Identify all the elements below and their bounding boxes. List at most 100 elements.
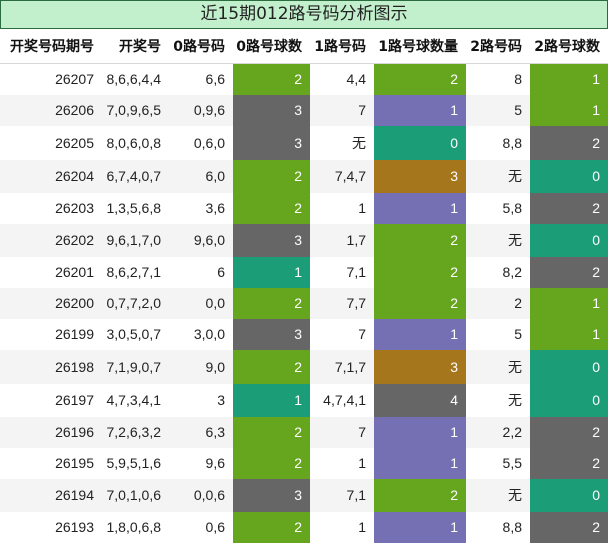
cell-road0-count: 2: [233, 511, 310, 543]
cell-numbers: 8,6,6,4,4: [102, 63, 169, 95]
cell-road0-count: 2: [233, 159, 310, 193]
cell-road2-numbers: 8,8: [466, 125, 530, 160]
cell-road0-count: 1: [233, 256, 310, 288]
table-row: 26207 8,6,6,4,4 6,6 2 4,4 2 8 1: [0, 63, 608, 95]
cell-road1-numbers: 7,1: [310, 478, 374, 512]
cell-road0-numbers: 0,9,6: [169, 94, 233, 126]
cell-road0-numbers: 9,0: [169, 349, 233, 384]
cell-road1-count: 1: [374, 416, 466, 448]
cell-road1-count: 0: [374, 125, 466, 160]
cell-road0-numbers: 0,0,6: [169, 478, 233, 512]
cell-road0-count: 2: [233, 287, 310, 319]
table-row: 26202 9,6,1,7,0 9,6,0 3 1,7 2 无 0: [0, 223, 608, 257]
table-row: 26195 5,9,5,1,6 9,6 2 1 1 5,5 2: [0, 447, 608, 479]
cell-road2-numbers: 无: [466, 159, 530, 193]
table-row: 26194 7,0,1,0,6 0,0,6 3 7,1 2 无 0: [0, 478, 608, 512]
cell-period: 26198: [0, 349, 102, 384]
cell-period: 26200: [0, 287, 102, 319]
cell-numbers: 3,0,5,0,7: [102, 318, 169, 350]
cell-road1-count: 2: [374, 287, 466, 319]
cell-road0-numbers: 6,6: [169, 63, 233, 95]
cell-road2-numbers: 5,8: [466, 192, 530, 224]
table-row: 26206 7,0,9,6,5 0,9,6 3 7 1 5 1: [0, 94, 608, 126]
cell-road0-numbers: 3,6: [169, 192, 233, 224]
cell-period: 26204: [0, 159, 102, 193]
cell-road2-count: 0: [530, 159, 608, 193]
cell-road0-numbers: 3: [169, 383, 233, 417]
cell-road0-count: 3: [233, 478, 310, 512]
cell-road1-numbers: 7: [310, 416, 374, 448]
cell-numbers: 7,0,1,0,6: [102, 478, 169, 512]
cell-period: 26194: [0, 478, 102, 512]
table-row: 26205 8,0,6,0,8 0,6,0 3 无 0 8,8 2: [0, 125, 608, 160]
table-row: 26196 7,2,6,3,2 6,3 2 7 1 2,2 2: [0, 416, 608, 448]
cell-road0-count: 3: [233, 318, 310, 350]
analysis-table: 开奖号码期号 开奖号 0路号码 0路号球数 1路号码 1路号球数量 2路号码 2…: [0, 29, 608, 543]
cell-road2-count: 0: [530, 383, 608, 417]
cell-road0-numbers: 9,6: [169, 447, 233, 479]
cell-road2-count: 0: [530, 223, 608, 257]
cell-road0-numbers: 6,0: [169, 159, 233, 193]
cell-period: 26197: [0, 383, 102, 417]
cell-road2-count: 1: [530, 318, 608, 350]
cell-road1-count: 1: [374, 94, 466, 126]
table-row: 26199 3,0,5,0,7 3,0,0 3 7 1 5 1: [0, 318, 608, 350]
cell-road0-numbers: 6: [169, 256, 233, 288]
cell-road1-numbers: 7,4,7: [310, 159, 374, 193]
cell-road0-numbers: 0,6,0: [169, 125, 233, 160]
table-row: 26204 6,7,4,0,7 6,0 2 7,4,7 3 无 0: [0, 159, 608, 193]
cell-road0-count: 3: [233, 94, 310, 126]
cell-road1-numbers: 7,1,7: [310, 349, 374, 384]
cell-road2-numbers: 2,2: [466, 416, 530, 448]
cell-road0-count: 1: [233, 383, 310, 417]
cell-road2-count: 1: [530, 94, 608, 126]
cell-period: 26202: [0, 223, 102, 257]
cell-road1-numbers: 7,7: [310, 287, 374, 319]
table-row: 26200 0,7,7,2,0 0,0 2 7,7 2 2 1: [0, 287, 608, 319]
cell-road2-count: 1: [530, 63, 608, 95]
table-row: 26193 1,8,0,6,8 0,6 2 1 1 8,8 2: [0, 511, 608, 543]
cell-road0-numbers: 3,0,0: [169, 318, 233, 350]
cell-road0-count: 3: [233, 223, 310, 257]
cell-road2-numbers: 2: [466, 287, 530, 319]
cell-road2-count: 2: [530, 447, 608, 479]
cell-period: 26206: [0, 94, 102, 126]
cell-road2-count: 2: [530, 125, 608, 160]
cell-numbers: 8,0,6,0,8: [102, 125, 169, 160]
cell-numbers: 9,6,1,7,0: [102, 223, 169, 257]
cell-numbers: 8,6,2,7,1: [102, 256, 169, 288]
cell-road2-numbers: 8,8: [466, 511, 530, 543]
cell-road0-numbers: 0,0: [169, 287, 233, 319]
cell-period: 26193: [0, 511, 102, 543]
cell-numbers: 4,7,3,4,1: [102, 383, 169, 417]
cell-road2-count: 0: [530, 349, 608, 384]
cell-road2-count: 0: [530, 478, 608, 512]
cell-road1-count: 2: [374, 256, 466, 288]
cell-period: 26195: [0, 447, 102, 479]
cell-period: 26205: [0, 125, 102, 160]
cell-road1-numbers: 无: [310, 125, 374, 160]
cell-road0-count: 2: [233, 192, 310, 224]
cell-road1-count: 2: [374, 478, 466, 512]
cell-road2-numbers: 8,2: [466, 256, 530, 288]
cell-road1-numbers: 7: [310, 94, 374, 126]
cell-road2-numbers: 无: [466, 478, 530, 512]
cell-road0-count: 2: [233, 416, 310, 448]
cell-road1-numbers: 1: [310, 447, 374, 479]
cell-road2-numbers: 5: [466, 318, 530, 350]
header-period: 开奖号码期号: [0, 29, 102, 64]
cell-road2-numbers: 无: [466, 383, 530, 417]
table-row: 26201 8,6,2,7,1 6 1 7,1 2 8,2 2: [0, 256, 608, 288]
cell-road1-numbers: 1,7: [310, 223, 374, 257]
cell-road0-numbers: 9,6,0: [169, 223, 233, 257]
cell-numbers: 0,7,7,2,0: [102, 287, 169, 319]
cell-numbers: 1,8,0,6,8: [102, 511, 169, 543]
table-body: 26207 8,6,6,4,4 6,6 2 4,4 2 8 1 26206 7,0,9,6,5 0,…: [0, 63, 608, 543]
cell-road2-count: 2: [530, 256, 608, 288]
cell-road0-count: 2: [233, 63, 310, 95]
cell-road1-count: 1: [374, 192, 466, 224]
cell-road2-count: 2: [530, 416, 608, 448]
cell-road1-count: 2: [374, 63, 466, 95]
table-row: 26197 4,7,3,4,1 3 1 4,7,4,1 4 无 0: [0, 383, 608, 417]
cell-road1-count: 2: [374, 223, 466, 257]
